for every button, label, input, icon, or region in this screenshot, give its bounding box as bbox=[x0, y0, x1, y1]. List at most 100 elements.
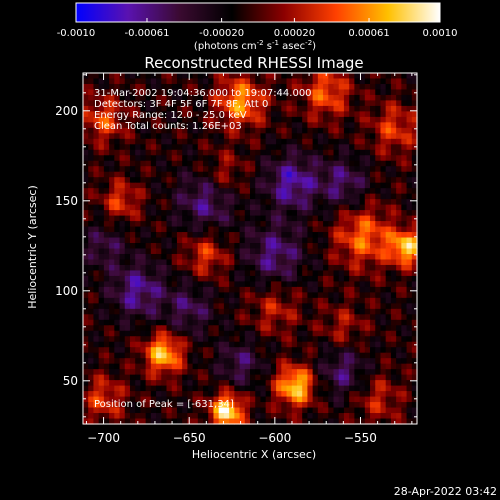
heatmap-cell bbox=[140, 374, 147, 381]
heatmap-cell bbox=[370, 319, 376, 326]
heatmap-cell bbox=[114, 166, 121, 173]
heatmap-cell bbox=[296, 133, 303, 140]
heatmap-cell bbox=[140, 341, 147, 348]
heatmap-cell bbox=[135, 297, 142, 304]
heatmap-cell bbox=[129, 270, 136, 277]
heatmap-cell bbox=[255, 259, 262, 266]
heatmap-cell bbox=[380, 188, 387, 195]
heatmap-cell bbox=[124, 116, 131, 123]
heatmap-cell bbox=[103, 330, 110, 337]
heatmap-cell bbox=[338, 396, 345, 403]
heatmap-cell bbox=[307, 380, 314, 387]
heatmap-cell bbox=[276, 248, 282, 255]
heatmap-cell bbox=[156, 83, 162, 91]
heatmap-cell bbox=[307, 297, 314, 304]
heatmap-cell bbox=[296, 292, 303, 299]
heatmap-cell bbox=[307, 391, 314, 398]
heatmap-cell bbox=[401, 385, 408, 392]
heatmap-cell bbox=[119, 330, 126, 337]
heatmap-cell bbox=[323, 177, 329, 184]
heatmap-cell bbox=[390, 352, 397, 359]
heatmap-cell bbox=[291, 396, 298, 403]
heatmap-cell bbox=[307, 363, 314, 370]
heatmap-cell bbox=[182, 363, 188, 370]
heatmap-cell bbox=[270, 314, 277, 321]
heatmap-cell bbox=[370, 204, 376, 211]
heatmap-cell bbox=[364, 385, 371, 392]
heatmap-cell bbox=[323, 232, 329, 239]
heatmap-cell bbox=[302, 413, 309, 420]
heatmap-cell bbox=[239, 105, 246, 112]
heatmap-cell bbox=[187, 281, 194, 288]
heatmap-cell bbox=[302, 286, 309, 293]
heatmap-cell bbox=[119, 94, 126, 102]
heatmap-cell bbox=[317, 380, 324, 387]
heatmap-cell bbox=[213, 89, 220, 96]
heatmap-cell bbox=[354, 116, 361, 123]
heatmap-cell bbox=[166, 358, 173, 365]
heatmap-cell bbox=[317, 314, 324, 321]
heatmap-cell bbox=[390, 155, 397, 162]
heatmap-cell bbox=[281, 380, 288, 387]
heatmap-cell bbox=[281, 232, 288, 239]
heatmap-cell bbox=[218, 413, 225, 420]
heatmap-cell bbox=[124, 270, 131, 277]
heatmap-cell bbox=[260, 166, 267, 173]
heatmap-cell bbox=[307, 138, 314, 145]
heatmap-cell bbox=[114, 270, 121, 277]
heatmap-cell bbox=[401, 138, 408, 145]
heatmap-cell bbox=[354, 94, 361, 102]
heatmap-cell bbox=[187, 237, 194, 244]
heatmap-cell bbox=[276, 352, 282, 359]
heatmap-cell bbox=[385, 297, 392, 304]
heatmap-cell bbox=[302, 100, 309, 107]
heatmap-cell bbox=[166, 325, 173, 332]
heatmap-cell bbox=[328, 73, 335, 80]
heatmap-cell bbox=[375, 243, 382, 250]
heatmap-cell bbox=[396, 402, 402, 409]
heatmap-cell bbox=[323, 248, 329, 255]
heatmap-cell bbox=[129, 215, 136, 222]
heatmap-cell bbox=[129, 100, 136, 107]
heatmap-cell bbox=[281, 325, 288, 332]
heatmap-cell bbox=[396, 369, 402, 376]
heatmap-cell bbox=[83, 105, 89, 112]
heatmap-cell bbox=[103, 188, 110, 195]
heatmap-cell bbox=[281, 418, 288, 425]
heatmap-cell bbox=[380, 144, 387, 151]
heatmap-cell bbox=[145, 73, 152, 80]
heatmap-cell bbox=[302, 391, 309, 398]
heatmap-cell bbox=[109, 369, 115, 376]
heatmap-cell bbox=[250, 413, 256, 420]
heatmap-cell bbox=[103, 105, 110, 112]
heatmap-cell bbox=[229, 182, 235, 189]
heatmap-cell bbox=[343, 407, 350, 414]
heatmap-cell bbox=[312, 94, 319, 102]
heatmap-cell bbox=[276, 221, 282, 228]
heatmap-cell bbox=[166, 264, 173, 272]
heatmap-cell bbox=[213, 385, 220, 392]
heatmap-cell bbox=[156, 215, 162, 222]
heatmap-cell bbox=[166, 253, 173, 261]
heatmap-cell bbox=[411, 319, 418, 326]
heatmap-cell bbox=[176, 73, 183, 80]
heatmap-cell bbox=[286, 341, 293, 348]
heatmap-cell bbox=[338, 314, 345, 321]
heatmap-cell bbox=[218, 133, 225, 140]
heatmap-cell bbox=[307, 105, 314, 112]
heatmap-cell bbox=[98, 127, 105, 134]
heatmap-cell bbox=[208, 221, 215, 228]
heatmap-cell bbox=[359, 193, 366, 200]
heatmap-cell bbox=[192, 418, 199, 425]
heatmap-cell bbox=[401, 116, 408, 123]
heatmap-cell bbox=[109, 407, 115, 414]
heatmap-cell bbox=[380, 275, 387, 282]
heatmap-cell bbox=[129, 182, 136, 189]
heatmap-cell bbox=[88, 94, 95, 102]
heatmap-cell bbox=[307, 226, 314, 233]
heatmap-cell bbox=[244, 281, 251, 288]
heatmap-cell bbox=[244, 292, 251, 299]
heatmap-cell bbox=[260, 155, 267, 162]
heatmap-cell bbox=[265, 193, 272, 200]
heatmap-cell bbox=[349, 391, 355, 398]
